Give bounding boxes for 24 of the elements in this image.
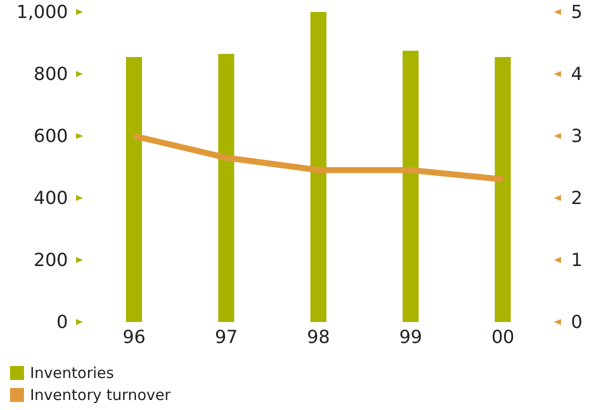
y2-tick-label: 1 xyxy=(571,250,582,271)
x-tick-label: 00 xyxy=(491,326,514,348)
y2-tick-label: 4 xyxy=(571,64,582,85)
x-tick-label: 96 xyxy=(122,326,146,348)
y2-tick-label: 2 xyxy=(571,188,582,209)
x-tick-label: 99 xyxy=(399,326,422,348)
x-tick-label: 97 xyxy=(214,326,238,348)
y2-tick-label: 3 xyxy=(571,126,582,147)
x-tick-label: 98 xyxy=(307,326,330,348)
y2-tick-label: 5 xyxy=(571,2,582,23)
y-tick-label: 1,000 xyxy=(16,2,68,23)
y2-tick-label: 0 xyxy=(571,312,582,333)
legend-label: Inventories xyxy=(30,363,114,384)
bar xyxy=(402,50,419,322)
y-tick-label: 800 xyxy=(34,64,68,85)
y-tick-label: 200 xyxy=(34,250,68,271)
y-tick-label: 400 xyxy=(34,188,68,209)
bar xyxy=(310,12,326,322)
bar xyxy=(126,56,142,322)
y-tick-label: 600 xyxy=(34,126,68,147)
y-tick-label: 0 xyxy=(56,312,68,333)
bar xyxy=(494,56,511,322)
bar xyxy=(218,54,234,322)
legend-label: Inventory turnover xyxy=(30,385,171,406)
